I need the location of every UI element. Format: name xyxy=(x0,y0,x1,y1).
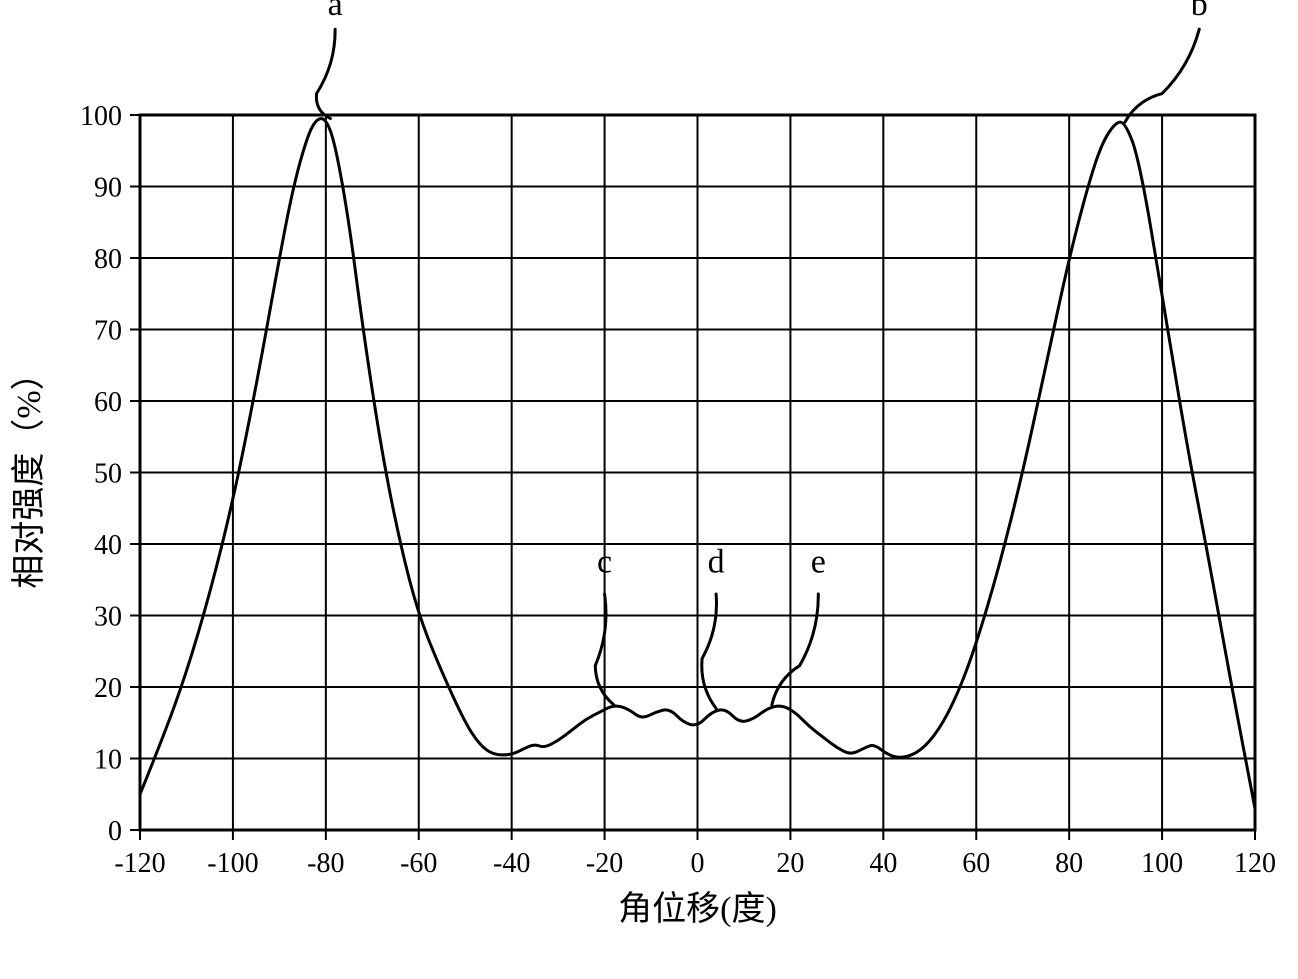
y-tick-label: 0 xyxy=(108,816,122,847)
y-axis-label: 相对强度（%） xyxy=(10,356,48,588)
annotation-e: e xyxy=(811,544,826,581)
x-tick-label: -40 xyxy=(493,848,530,879)
y-tick-label: 70 xyxy=(94,315,122,346)
x-tick-label: 100 xyxy=(1141,848,1183,879)
y-tick-label: 100 xyxy=(80,101,122,132)
annotation-a: a xyxy=(328,0,343,23)
x-tick-label: -60 xyxy=(400,848,437,879)
x-tick-label: 120 xyxy=(1234,848,1276,879)
chart-container: -120 -100 -80 -60 -40 -20 0 20 40 60 80 100 120 0 10 20… xyxy=(0,0,1298,979)
y-tick-label: 30 xyxy=(94,601,122,632)
x-tick-label: -120 xyxy=(114,848,165,879)
chart-svg: -120 -100 -80 -60 -40 -20 0 20 40 60 80 100 120 0 10 20… xyxy=(0,0,1298,979)
x-axis-label: 角位移(度) xyxy=(618,890,777,928)
y-tick-label: 60 xyxy=(94,387,122,418)
x-tick-label: -80 xyxy=(307,848,344,879)
annotation-c: c xyxy=(597,544,612,581)
x-tick-label: 0 xyxy=(691,848,705,879)
annotation-d: d xyxy=(708,544,725,581)
x-tick-label: 20 xyxy=(776,848,804,879)
y-tick-label: 40 xyxy=(94,530,122,561)
x-tick-label: -20 xyxy=(586,848,623,879)
annotation-b: b xyxy=(1191,0,1208,23)
y-tick-label: 50 xyxy=(94,458,122,489)
x-tick-label: -100 xyxy=(207,848,258,879)
x-tick-label: 60 xyxy=(962,848,990,879)
y-tick-label: 80 xyxy=(94,244,122,275)
y-tick-label: 90 xyxy=(94,172,122,203)
y-tick-label: 10 xyxy=(94,744,122,775)
y-tick-label: 20 xyxy=(94,673,122,704)
x-tick-label: 80 xyxy=(1055,848,1083,879)
chart-background xyxy=(0,0,1298,979)
x-tick-label: 40 xyxy=(869,848,897,879)
